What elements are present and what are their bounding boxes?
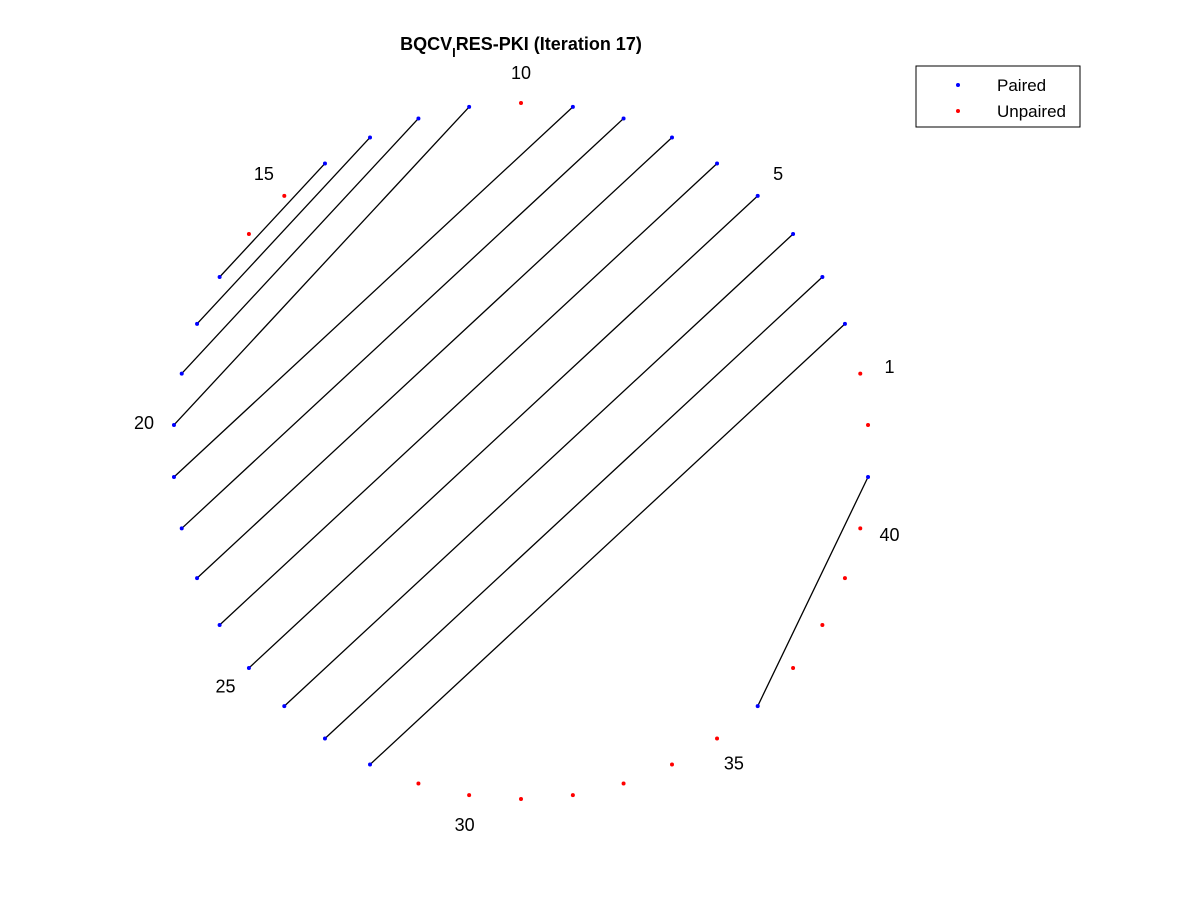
unpaired-point-35 <box>715 736 720 741</box>
paired-point-41 <box>866 475 871 480</box>
index-label-40: 40 <box>880 525 900 545</box>
pair-lines <box>173 106 869 766</box>
unpaired-point-16 <box>246 232 251 237</box>
pair-line-5-25 <box>248 195 759 669</box>
pair-line-3-27 <box>324 276 823 740</box>
legend-label-unpaired: Unpaired <box>997 102 1066 121</box>
pair-line-6-24 <box>219 162 718 626</box>
legend-label-paired: Paired <box>997 76 1046 95</box>
unpaired-point-37 <box>791 665 796 670</box>
paired-point-24 <box>217 623 222 627</box>
paired-point-12 <box>416 116 421 121</box>
paired-point-36 <box>755 704 760 709</box>
paired-point-4 <box>791 232 796 237</box>
paired-point-28 <box>368 762 373 767</box>
paired-point-2 <box>842 321 847 326</box>
pair-line-4-26 <box>283 233 794 707</box>
legend-box <box>915 65 1081 128</box>
index-label-15: 15 <box>254 164 274 184</box>
paired-point-14 <box>322 161 327 166</box>
paired-point-25 <box>246 665 251 670</box>
paired-point-5 <box>755 193 760 198</box>
paired-point-20 <box>171 422 176 427</box>
pair-line-14-17 <box>219 163 326 278</box>
legend-marker-unpaired <box>956 109 960 113</box>
legend-marker-paired <box>956 83 960 87</box>
paired-point-17 <box>217 275 222 279</box>
unpaired-point-34 <box>669 762 674 767</box>
paired-point-9 <box>570 104 575 109</box>
pair-line-8-22 <box>181 117 625 529</box>
paired-point-7 <box>669 135 674 140</box>
paired-point-13 <box>368 135 373 140</box>
pair-line-41-36 <box>757 476 869 707</box>
unpaired-point-40 <box>858 526 863 531</box>
unpaired-point-29 <box>416 781 421 786</box>
index-label-5: 5 <box>773 164 783 184</box>
unpaired-point-38 <box>820 623 825 627</box>
index-label-25: 25 <box>215 677 235 697</box>
unpaired-point-33 <box>621 781 626 786</box>
title-subscript: I <box>452 45 456 60</box>
pair-line-9-21 <box>173 106 574 478</box>
title-rest: RES-PKI (Iteration 17) <box>456 34 642 54</box>
paired-point-23 <box>195 576 200 581</box>
unpaired-point-31 <box>519 797 523 801</box>
pair-line-7-23 <box>196 136 673 579</box>
pair-line-11-20 <box>173 106 470 426</box>
title-main: BQCV <box>400 34 452 54</box>
index-label-35: 35 <box>724 753 744 773</box>
unpaired-point-30 <box>467 793 472 798</box>
unpaired-point-15 <box>282 193 287 198</box>
pair-line-13-18 <box>196 137 371 325</box>
paired-point-19 <box>179 371 184 376</box>
legend: Paired Unpaired <box>915 65 1081 128</box>
unpaired-point-39 <box>842 576 847 581</box>
paired-point-26 <box>282 704 287 709</box>
pair-line-2-28 <box>369 323 846 766</box>
unpaired-point-1 <box>858 371 863 376</box>
index-label-1: 1 <box>885 357 895 377</box>
paired-point-8 <box>621 116 626 121</box>
paired-point-21 <box>171 475 176 480</box>
paired-point-3 <box>820 275 825 279</box>
paired-point-18 <box>195 321 200 326</box>
unpaired-point-10 <box>519 101 523 105</box>
paired-point-22 <box>179 526 184 531</box>
pair-line-12-19 <box>181 118 419 375</box>
index-label-10: 10 <box>511 63 531 83</box>
index-label-20: 20 <box>134 413 154 433</box>
paired-point-11 <box>467 104 472 109</box>
paired-point-27 <box>322 736 327 741</box>
unpaired-point-42 <box>866 422 871 427</box>
chart-title: BQCVIRES-PKI (Iteration 17) <box>400 34 642 60</box>
index-label-30: 30 <box>455 815 475 835</box>
paired-point-6 <box>715 161 720 166</box>
points <box>171 101 871 801</box>
unpaired-point-32 <box>570 793 575 798</box>
